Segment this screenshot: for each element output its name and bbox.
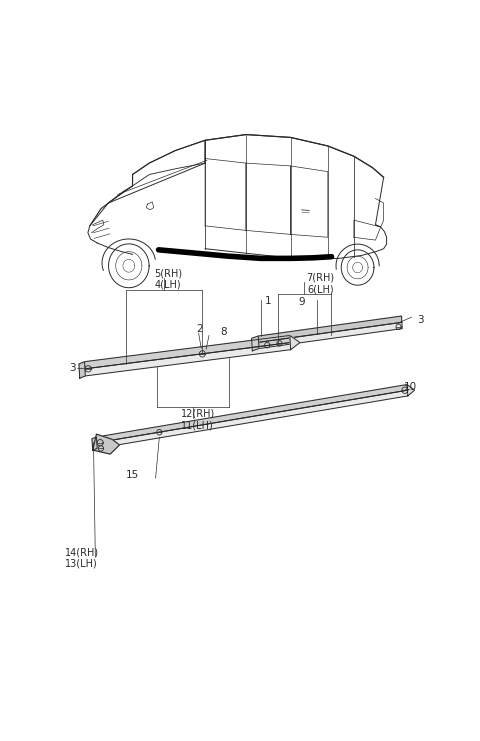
Text: 3: 3: [417, 315, 424, 325]
Text: 14(RH)
13(LH): 14(RH) 13(LH): [64, 547, 98, 569]
Polygon shape: [407, 385, 415, 396]
Polygon shape: [258, 316, 402, 342]
Text: 7(RH)
6(LH): 7(RH) 6(LH): [306, 273, 335, 294]
Text: 3: 3: [69, 364, 76, 373]
Text: 9: 9: [299, 297, 305, 308]
Polygon shape: [93, 434, 120, 454]
Text: 5(RH)
4(LH): 5(RH) 4(LH): [154, 268, 182, 290]
Text: 8: 8: [220, 327, 227, 336]
Polygon shape: [92, 437, 97, 450]
Text: 12(RH)
11(LH): 12(RH) 11(LH): [180, 408, 215, 430]
Text: 15: 15: [126, 470, 139, 479]
Polygon shape: [96, 385, 408, 442]
Polygon shape: [85, 342, 290, 376]
Text: 10: 10: [404, 382, 417, 392]
Polygon shape: [252, 336, 259, 350]
Polygon shape: [79, 362, 85, 378]
Text: 1: 1: [265, 296, 272, 306]
Polygon shape: [290, 336, 300, 350]
Polygon shape: [84, 336, 290, 369]
Polygon shape: [259, 322, 402, 348]
Text: 2: 2: [197, 325, 203, 334]
Polygon shape: [97, 391, 408, 448]
